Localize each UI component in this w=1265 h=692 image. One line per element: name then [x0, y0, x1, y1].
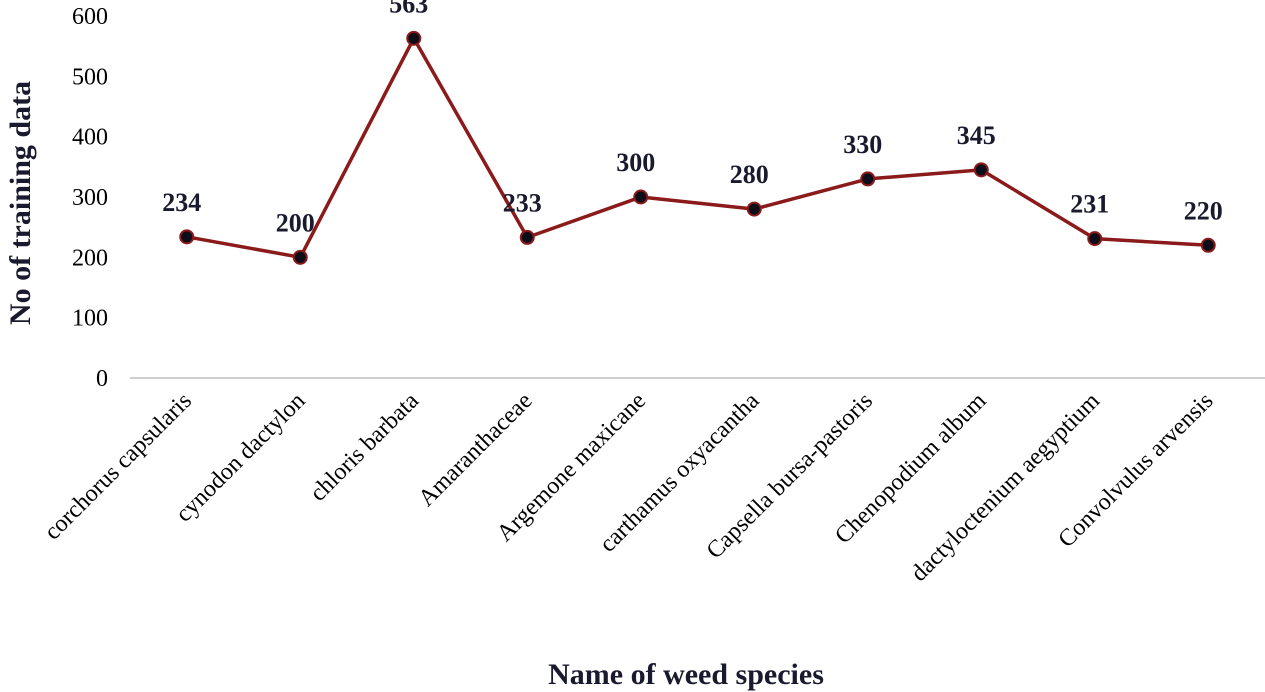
- data-point: [746, 201, 762, 217]
- data-point: [292, 249, 308, 265]
- data-point: [633, 189, 649, 205]
- data-point: [406, 30, 422, 46]
- y-tick-label: 0: [96, 366, 108, 392]
- y-tick-label: 100: [72, 306, 108, 332]
- x-tick-label: corchorus capsularis: [40, 388, 197, 545]
- y-tick-label: 600: [72, 4, 108, 30]
- data-point: [973, 162, 989, 178]
- series-markers: [179, 30, 1216, 265]
- data-label: 200: [276, 208, 315, 237]
- data-label: 330: [843, 130, 882, 159]
- data-label: 233: [503, 188, 542, 217]
- data-label: 345: [957, 121, 996, 150]
- y-tick-label: 200: [72, 245, 108, 271]
- x-tick-label: Amaranthaceae: [414, 388, 538, 512]
- x-tick-label: dactyloctenium aegyptium: [906, 388, 1105, 587]
- data-point: [1200, 237, 1216, 253]
- data-label: 280: [730, 160, 769, 189]
- y-axis-ticks: 0 100 200 300 400 500 600: [72, 4, 108, 392]
- data-point: [860, 171, 876, 187]
- y-tick-label: 400: [72, 125, 108, 151]
- y-tick-label: 500: [72, 64, 108, 90]
- x-axis-title: Name of weed species: [548, 658, 824, 691]
- data-labels: 234 200 563 233 300 280 330 345 231 220: [162, 0, 1223, 237]
- data-point: [1087, 231, 1103, 247]
- series-line: [186, 36, 1209, 260]
- data-point: [179, 229, 195, 245]
- data-label: 220: [1184, 196, 1223, 225]
- data-label: 231: [1070, 190, 1109, 219]
- data-label: 234: [162, 188, 201, 217]
- y-tick-label: 300: [72, 185, 108, 211]
- x-tick-label: chloris barbata: [305, 388, 424, 507]
- data-label: 563: [389, 0, 428, 18]
- y-axis-title: No of training data: [4, 81, 37, 325]
- data-point: [519, 229, 535, 245]
- data-label: 300: [616, 148, 655, 177]
